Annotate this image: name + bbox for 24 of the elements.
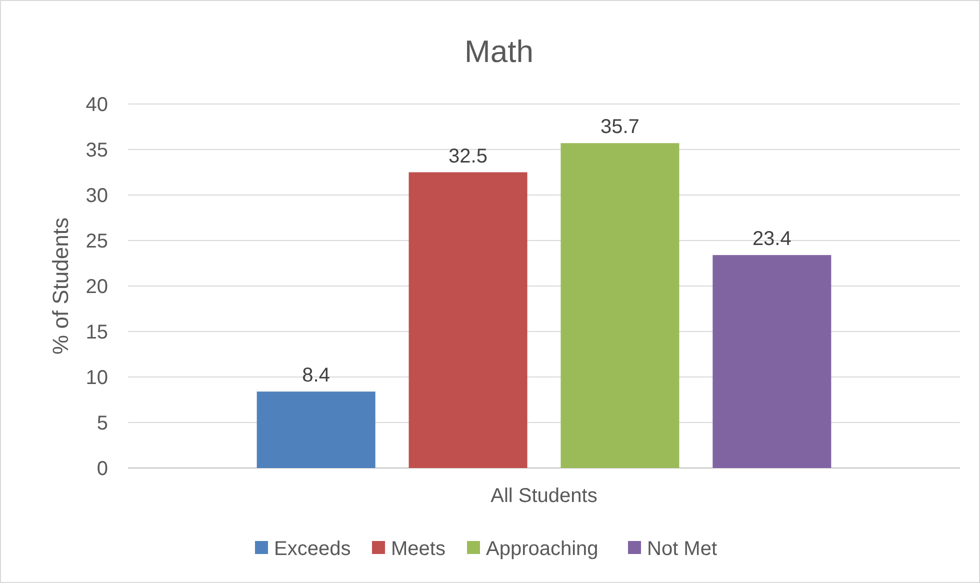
bar [256, 392, 376, 468]
bar [408, 172, 528, 468]
y-tick-label: 35 [86, 140, 108, 162]
x-tick-label: All Students [490, 485, 598, 507]
data-label: 8.4 [302, 364, 330, 387]
legend-label: Not Met [647, 538, 718, 560]
data-label: 35.7 [600, 116, 640, 138]
chart-title: Math [464, 34, 534, 69]
y-tick-label: 40 [86, 94, 108, 116]
legend-label: Approaching [486, 538, 598, 560]
y-tick-label: 0 [96, 458, 108, 480]
y-axis-title: % of Students [48, 218, 73, 354]
y-tick-label: 25 [86, 230, 108, 252]
bar [560, 143, 680, 468]
y-tick-label: 30 [86, 185, 108, 207]
data-label: 23.4 [752, 228, 792, 250]
y-tick-label: 20 [86, 276, 108, 298]
legend-label: Exceeds [274, 538, 351, 560]
y-tick-label: 15 [86, 322, 108, 344]
data-label: 32.5 [448, 145, 488, 168]
y-tick-label: 10 [86, 367, 108, 389]
y-tick-label: 5 [96, 412, 108, 434]
legend-label: Meets [391, 538, 446, 560]
bar [712, 255, 832, 468]
